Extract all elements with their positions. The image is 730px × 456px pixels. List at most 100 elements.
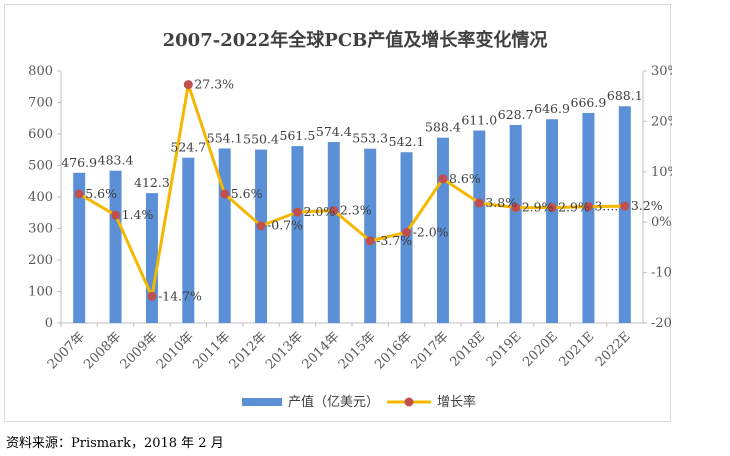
chart-title: 2007-2022年全球PCB产值及增长率变化情况 — [163, 29, 548, 51]
bar-value-label: 574.4 — [316, 124, 352, 139]
growth-point — [111, 210, 121, 220]
bar — [618, 106, 631, 323]
growth-value-label: 5.6% — [85, 186, 117, 201]
bar — [218, 148, 231, 323]
bar-value-label: 646.9 — [534, 101, 570, 116]
bar — [109, 170, 122, 323]
x-tick-label: 2019E — [484, 329, 525, 370]
legend-line-marker — [404, 397, 414, 407]
bar-value-label: 524.7 — [170, 140, 206, 155]
growth-line — [78, 83, 625, 298]
growth-value-label: -2.0% — [413, 224, 449, 239]
growth-point — [402, 227, 412, 237]
growth-value-label: -0.7% — [267, 218, 303, 233]
growth-point — [220, 189, 230, 199]
x-tick-label: 2013年 — [263, 329, 306, 372]
source-note: 资料来源：Prismark，2018 年 2 月 — [6, 436, 224, 451]
legend-line-label: 增长率 — [437, 394, 476, 410]
bar — [582, 112, 595, 323]
left-tick-label: 500 — [28, 159, 53, 174]
bar — [473, 130, 486, 323]
x-tick-label: 2011年 — [190, 329, 233, 372]
bar — [327, 142, 340, 323]
bar-value-label: 476.9 — [61, 155, 97, 170]
bar-value-label: 483.4 — [98, 153, 134, 168]
growth-point — [365, 236, 375, 246]
growth-value-label: 1.4% — [122, 207, 154, 222]
x-tick-label: 2010年 — [154, 329, 197, 372]
bar-value-label: 554.1 — [207, 130, 243, 145]
x-tick-label: 2014年 — [299, 329, 342, 372]
left-tick-label: 100 — [28, 285, 53, 300]
growth-line-group — [74, 80, 630, 301]
bar-value-label: 553.3 — [352, 131, 388, 146]
chart-svg: 2007-2022年全球PCB产值及增长率变化情况 0 100 200 300 400 5… — [28, 29, 672, 410]
x-tick-label: 2009年 — [118, 329, 161, 372]
right-tick-label: 10% — [651, 165, 672, 180]
bar — [400, 152, 413, 323]
x-tick-label: 2008年 — [81, 329, 124, 372]
growth-point — [583, 202, 593, 212]
bar — [73, 172, 86, 323]
left-tick-label: 800 — [28, 64, 53, 79]
bar — [546, 119, 559, 323]
bar — [509, 124, 522, 323]
growth-point — [474, 198, 484, 208]
growth-point — [620, 201, 630, 211]
left-tick-label: 700 — [28, 96, 53, 111]
bar-value-label: 412.3 — [134, 175, 170, 190]
left-tick-label: 600 — [28, 127, 53, 142]
bar-value-label: 588.4 — [425, 120, 461, 135]
growth-point — [256, 221, 266, 231]
growth-point — [74, 189, 84, 199]
growth-value-label: 5.6% — [231, 186, 263, 201]
x-tick-label: 2016年 — [372, 329, 415, 372]
x-tick-label: 2007年 — [45, 329, 88, 372]
x-tick-label: 2015年 — [336, 329, 379, 372]
bar-value-label: 666.9 — [571, 95, 607, 110]
left-tick-label: 0 — [45, 316, 53, 331]
bar — [255, 149, 268, 323]
right-tick-label: 0% — [651, 215, 672, 230]
growth-value-label: 2.3% — [340, 203, 372, 218]
growth-value-label: -3.7% — [376, 233, 412, 248]
bar — [291, 146, 304, 323]
right-tick-label: -20% — [651, 316, 672, 331]
growth-value-label: 2.9% — [522, 200, 554, 215]
left-tick-label: 400 — [28, 190, 53, 205]
growth-value-label: 27.3% — [194, 77, 234, 92]
growth-value-label: 2.0% — [303, 204, 335, 219]
bar-value-label: 688.1 — [607, 88, 643, 103]
growth-value-label: -14.7% — [158, 288, 202, 303]
growth-point — [438, 174, 448, 184]
x-tick-label: 2018E — [447, 329, 488, 370]
x-tick-label: 2021E — [557, 329, 598, 370]
bar-value-label: 561.5 — [280, 128, 316, 143]
legend: 产值（亿美元） 增长率 — [242, 394, 476, 410]
right-tick-label: -10% — [651, 266, 672, 281]
growth-point — [511, 203, 521, 213]
x-tick-label: 2022E — [593, 329, 634, 370]
bar-value-label: 542.1 — [389, 134, 425, 149]
growth-point — [183, 80, 193, 90]
growth-point — [329, 206, 339, 216]
bars-group — [73, 106, 631, 323]
growth-value-label: 8.6% — [449, 171, 481, 186]
bar-value-label: 611.0 — [461, 113, 497, 128]
right-tick-label: 20% — [651, 114, 672, 129]
bar — [182, 157, 195, 323]
x-tick-label: 2017年 — [409, 329, 452, 372]
x-tick-label: 2012年 — [227, 329, 270, 372]
chart-frame: 2007-2022年全球PCB产值及增长率变化情况 0 100 200 300 400 5… — [4, 4, 672, 422]
x-tick-label: 2020E — [520, 329, 561, 370]
legend-bar-label: 产值（亿美元） — [288, 394, 379, 410]
legend-bar-swatch — [242, 398, 282, 406]
growth-point — [292, 207, 302, 217]
growth-value-label: 3.2% — [631, 198, 663, 213]
bar-value-label: 628.7 — [498, 107, 534, 122]
bar-value-label: 550.4 — [243, 132, 279, 147]
left-tick-label: 200 — [28, 253, 53, 268]
right-tick-label: 30% — [651, 64, 672, 79]
growth-value-label: 3.... — [594, 199, 618, 214]
